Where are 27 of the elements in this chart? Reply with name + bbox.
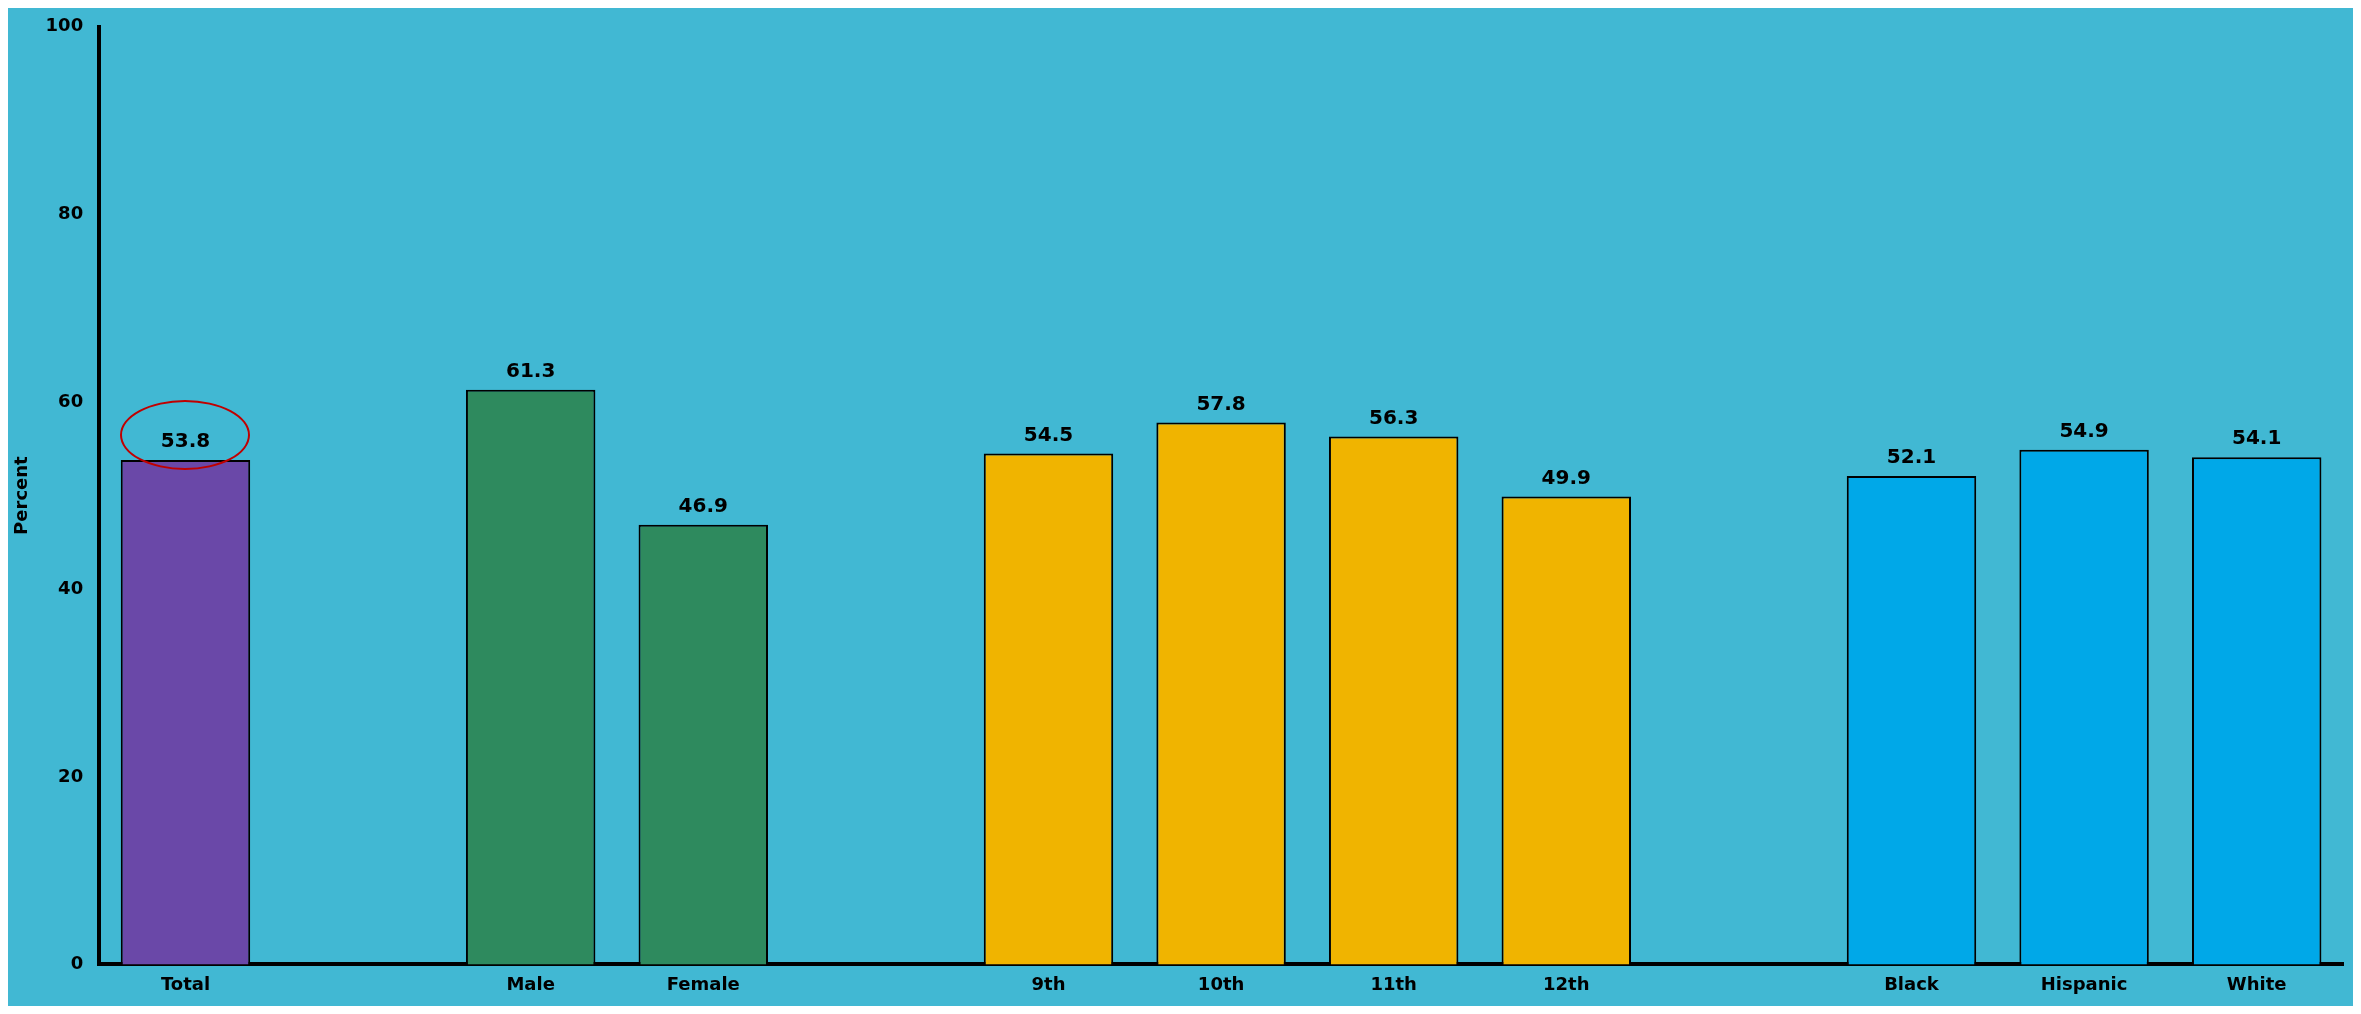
- x-tick-label: Black: [1884, 972, 1940, 994]
- data-label: 53.8: [160, 428, 211, 453]
- y-tick-label: 0: [70, 952, 84, 974]
- data-label: 54.5: [1023, 421, 1074, 446]
- data-label: 54.9: [2059, 417, 2109, 442]
- x-tick-label: 10th: [1197, 972, 1245, 994]
- x-tick-label: Male: [506, 972, 555, 994]
- data-label: 57.8: [1196, 390, 1246, 415]
- y-tick-label: 40: [58, 577, 84, 599]
- data-label: 61.3: [506, 357, 556, 382]
- y-tick-label: 100: [45, 14, 84, 36]
- x-tick-label: 12th: [1543, 972, 1590, 994]
- data-label: 52.1: [1886, 444, 1937, 469]
- y-tick-label: 60: [58, 389, 84, 411]
- y-tick-label: 20: [58, 764, 84, 786]
- x-tick-label: 11th: [1370, 972, 1417, 994]
- x-tick-label: Total: [160, 972, 211, 994]
- data-label: 56.3: [1369, 404, 1419, 429]
- y-tick-label: 80: [58, 201, 84, 223]
- x-tick-label: 9th: [1031, 972, 1066, 994]
- y-axis-title: Percent: [10, 455, 32, 535]
- x-tick-label: White: [2226, 972, 2287, 994]
- data-label: 54.1: [2232, 425, 2282, 450]
- data-label: 49.9: [1541, 464, 1591, 489]
- x-tick-label: Female: [666, 972, 740, 994]
- data-label: 46.9: [678, 492, 728, 517]
- x-tick-label: Hispanic: [2040, 972, 2128, 994]
